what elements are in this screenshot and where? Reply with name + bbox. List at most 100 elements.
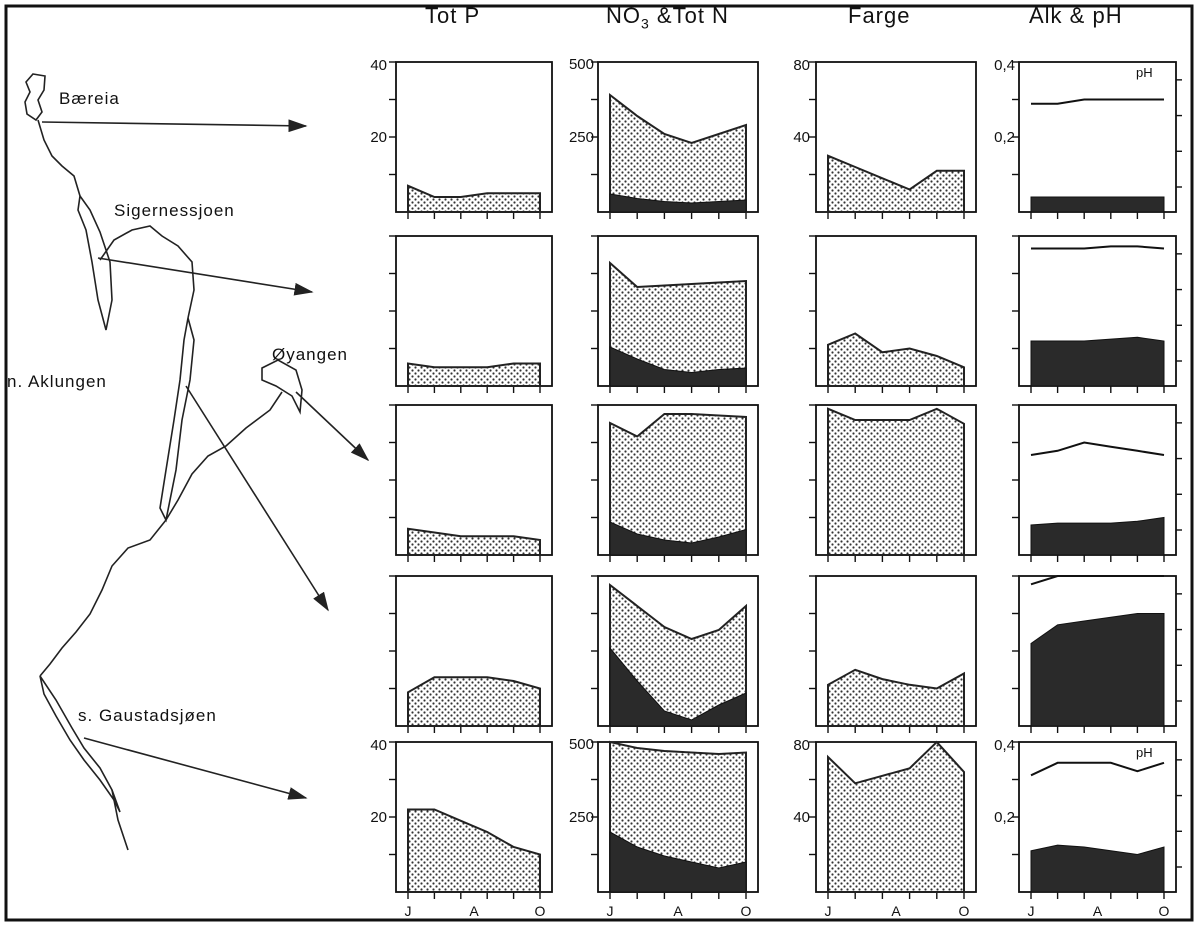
panel-frame	[395, 235, 553, 387]
tot-p-tick-label: 40	[370, 737, 387, 754]
lake-label-aklungen: n. Aklungen	[7, 372, 107, 391]
tot-p-area	[407, 184, 541, 213]
no3-tick-label: 500	[569, 736, 594, 753]
month-label: O	[959, 903, 970, 919]
lake-sigernessjoen-outline	[77, 193, 113, 331]
arrow-sigernessjoen	[97, 257, 314, 296]
tot-n-area	[609, 260, 747, 387]
tot-p-tick-label: 20	[370, 129, 387, 146]
panel-5-2	[591, 740, 759, 899]
farge-tick-label: 80	[793, 57, 810, 74]
farge-tick-label: 40	[793, 809, 810, 826]
river-sigernes-outlet	[99, 225, 195, 319]
panel-frame	[1018, 61, 1177, 213]
alk-area	[1030, 613, 1165, 727]
month-label: J	[607, 903, 614, 919]
no3-area	[609, 646, 747, 727]
tot-p-area	[407, 676, 541, 727]
tot-p-tick-label: 20	[370, 809, 387, 826]
tot-p-area	[407, 808, 541, 893]
alk-area	[1030, 196, 1165, 213]
arrow-baereia	[41, 119, 308, 133]
ph-line	[1031, 98, 1164, 105]
panel-1-3	[809, 61, 977, 219]
no3-tick-label: 500	[569, 56, 594, 73]
panel-3-2	[591, 404, 759, 562]
ph-line	[1030, 441, 1165, 456]
lake-baereia-outline	[24, 73, 46, 122]
panel-4-1	[389, 575, 553, 733]
panel-1-4	[1012, 61, 1182, 219]
panel-5-1	[389, 741, 553, 899]
panel-4-4	[1012, 575, 1182, 733]
river-lower	[111, 789, 129, 851]
month-label: A	[673, 903, 683, 919]
farge-tick-label: 40	[793, 129, 810, 146]
river-middle	[39, 519, 167, 677]
no3-area	[609, 831, 747, 893]
month-label: O	[535, 903, 546, 919]
no3-tick-label: 250	[569, 809, 594, 826]
tot-p-area	[407, 527, 541, 556]
panel-4-3	[809, 575, 977, 733]
panel-2-3	[809, 235, 977, 393]
month-label: A	[1093, 903, 1103, 919]
ph-label: pH	[1136, 745, 1153, 760]
alk-area	[1030, 516, 1165, 556]
panel-frame	[395, 61, 553, 213]
alk-tick-label: 0,4	[994, 737, 1015, 754]
month-label: A	[891, 903, 901, 919]
farge-area	[827, 407, 965, 556]
no3-area	[609, 193, 747, 213]
panel-grid: 40 20 500 250 80 40 0,4 0,2 pH 40 20 500 250 80 40 0,4 0…	[370, 56, 1182, 919]
month-label: J	[1028, 903, 1035, 919]
alk-area	[1030, 844, 1165, 893]
panel-2-2	[591, 235, 759, 393]
lake-oyangen-outline	[261, 359, 303, 415]
ph-label: pH	[1136, 65, 1153, 80]
panel-5-4	[1012, 741, 1182, 899]
month-label: O	[1159, 903, 1170, 919]
arrow-oyangen	[295, 391, 370, 462]
farge-area	[827, 668, 965, 727]
alk-area	[1030, 336, 1165, 387]
lake-label-baereia: Bæreia	[59, 89, 120, 108]
panel-3-4	[1012, 404, 1182, 562]
ph-line	[1031, 245, 1165, 250]
lake-label-oyangen: Øyangen	[272, 345, 348, 364]
no3-area	[609, 521, 747, 556]
ph-line	[1030, 575, 1164, 586]
lake-label-sigernessjoen: Sigernessjoen	[114, 201, 235, 220]
panel-4-2	[591, 575, 759, 733]
ph-line	[1030, 761, 1165, 777]
panel-5-3	[809, 740, 977, 899]
panel-2-1	[389, 235, 553, 393]
river-upper	[37, 119, 81, 197]
no3-tick-label: 250	[569, 129, 594, 146]
farge-area	[827, 332, 965, 387]
alk-tick-label: 0,2	[994, 809, 1015, 826]
month-label: O	[741, 903, 752, 919]
tot-p-tick-label: 40	[370, 57, 387, 74]
river-map	[24, 73, 370, 851]
panel-3-3	[809, 404, 977, 562]
river-oyangen-outlet	[165, 391, 283, 521]
alk-tick-label: 0,2	[994, 129, 1015, 146]
month-label: J	[825, 903, 832, 919]
alk-tick-label: 0,4	[994, 57, 1015, 74]
panel-1-1	[389, 61, 553, 219]
tot-n-area	[609, 92, 747, 213]
month-label: A	[469, 903, 479, 919]
no3-area	[609, 346, 747, 387]
farge-area	[827, 154, 965, 213]
arrow-gaustadsjoen	[83, 737, 308, 800]
no-subscript: 3	[641, 15, 650, 32]
lake-gaustadsjoen-outline	[39, 675, 121, 813]
panel-3-1	[389, 404, 553, 562]
panel-2-4	[1012, 235, 1182, 393]
farge-tick-label: 80	[793, 737, 810, 754]
panel-1-2	[591, 61, 759, 219]
tot-n-area	[609, 413, 747, 556]
farge-area	[827, 740, 965, 893]
